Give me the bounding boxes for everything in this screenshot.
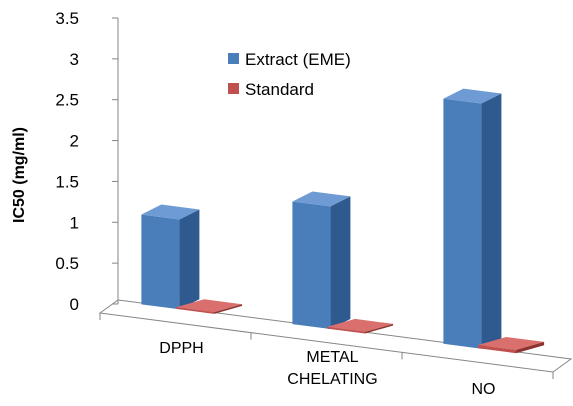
bar-side: [365, 323, 394, 334]
bar-front: [478, 345, 517, 354]
y-tick-label: 3.5: [55, 9, 79, 28]
bar-side: [330, 196, 351, 329]
bar-side: [516, 341, 545, 354]
bar-top: [327, 318, 394, 332]
x-tick-label: CHELATING: [287, 371, 377, 388]
bar-front: [176, 307, 215, 314]
y-tick-label: 0.5: [55, 254, 79, 273]
y-tick-label: 1: [70, 213, 79, 232]
y-axis-label: IC50 (mg/ml): [11, 127, 28, 223]
bar-standard: [176, 299, 243, 314]
bar-front: [443, 98, 482, 349]
y-tick-label: 2.5: [55, 91, 79, 110]
y-tick-label: 0: [70, 295, 79, 314]
bar-side: [481, 93, 502, 349]
legend-swatch-extract: [228, 53, 239, 64]
y-tick-label: 3: [70, 50, 79, 69]
x-tick-label: METAL: [306, 349, 358, 366]
bar-extract: [292, 191, 351, 329]
y-tick-label: 2: [70, 132, 79, 151]
bar-top: [176, 299, 243, 313]
legend: Extract (EME) Standard: [228, 50, 351, 99]
bar-standard: [478, 337, 545, 354]
axis-labels: 0 0.5 1 1.5 2 2.5 3 3.5 DPPH METAL CHELATING NO: [55, 9, 495, 398]
bar-front: [327, 326, 366, 334]
axes: [98, 17, 573, 379]
bars: [141, 88, 545, 354]
bar-top: [478, 337, 545, 350]
bar-standard: [327, 318, 394, 334]
bar-front: [141, 214, 180, 310]
legend-label-extract: Extract (EME): [245, 50, 351, 69]
legend-swatch-standard: [228, 83, 239, 94]
bar-side: [214, 304, 243, 314]
bar-top: [141, 204, 200, 220]
legend-label-standard: Standard: [245, 80, 314, 99]
bar-side: [179, 209, 200, 310]
bar-extract: [141, 204, 200, 310]
bar-extract: [443, 88, 502, 349]
bar-top: [443, 88, 502, 104]
x-tick-label: DPPH: [159, 340, 203, 357]
x-tick-label: NO: [472, 381, 496, 398]
bar-front: [292, 201, 331, 329]
bar-top: [292, 191, 351, 207]
y-tick-label: 1.5: [55, 172, 79, 191]
